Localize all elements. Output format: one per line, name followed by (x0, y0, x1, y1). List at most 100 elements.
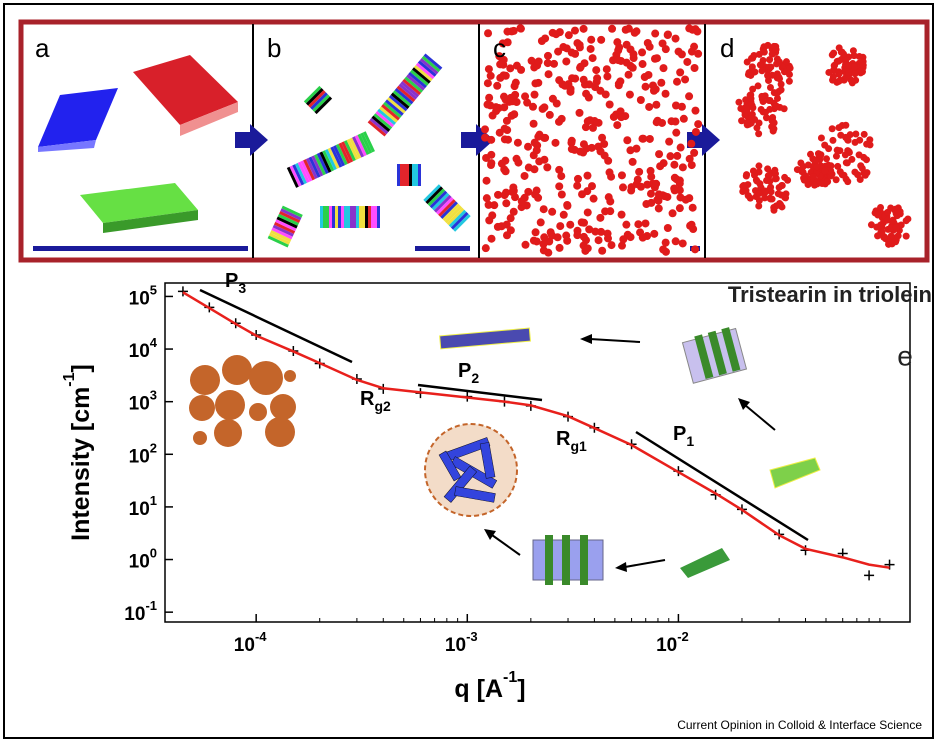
particle (884, 209, 891, 216)
tick-base: 10 (234, 635, 255, 656)
particle (766, 106, 773, 113)
chart-title: Tristearin in triolein (728, 282, 932, 307)
particle (608, 25, 616, 33)
particle (885, 238, 892, 245)
particle (755, 203, 762, 210)
particle (545, 70, 553, 78)
particle (659, 39, 667, 47)
particle (678, 50, 686, 58)
particle (559, 43, 567, 51)
particle (635, 168, 643, 176)
particle (617, 113, 625, 121)
particle (786, 71, 793, 78)
particle (655, 190, 663, 198)
particle (551, 139, 559, 147)
particle (629, 50, 637, 58)
particle (528, 57, 536, 65)
particle (897, 208, 904, 215)
particle (862, 172, 869, 179)
particle (636, 228, 644, 236)
particle (651, 30, 659, 38)
particle (770, 125, 777, 132)
particle (540, 205, 548, 213)
scale-bar (33, 246, 248, 251)
stripe (368, 206, 371, 228)
particle (602, 90, 610, 98)
particle (481, 125, 489, 133)
particle (837, 77, 844, 84)
particle (845, 62, 852, 69)
stripe (347, 206, 350, 228)
particle (517, 66, 525, 74)
particle (679, 239, 687, 247)
particle (767, 84, 774, 91)
tick-base: 10 (129, 446, 150, 467)
particle (642, 83, 650, 91)
y-axis-label: Intensity [cm-1] (61, 364, 94, 541)
particle (783, 58, 790, 65)
particle (514, 159, 522, 167)
particle (483, 194, 491, 202)
particle (676, 204, 684, 212)
particle (672, 237, 680, 245)
particle (627, 187, 635, 195)
particle (686, 222, 694, 230)
particle (562, 232, 570, 240)
particle (761, 187, 768, 194)
particle (487, 136, 495, 144)
stripe (397, 164, 400, 186)
particle (619, 235, 627, 243)
tick-exp: 4 (150, 335, 158, 350)
particle (852, 139, 859, 146)
particle (764, 42, 771, 49)
particle (844, 136, 851, 143)
particle (755, 130, 762, 137)
particle (843, 159, 850, 166)
particle (482, 154, 490, 162)
particle (629, 64, 637, 72)
tick-exp: -3 (466, 629, 478, 644)
particle (647, 199, 655, 207)
particle (677, 144, 685, 152)
particle (691, 245, 699, 253)
particle (772, 175, 779, 182)
particle (770, 207, 777, 214)
particle (574, 175, 582, 183)
particle (582, 90, 590, 98)
stripe (371, 206, 374, 228)
annotation-sub: 1 (686, 433, 694, 449)
particle (652, 101, 660, 109)
tick-base: 10 (129, 341, 150, 362)
panel-label: b (267, 33, 281, 63)
particle (485, 65, 493, 73)
stripe (350, 206, 353, 228)
particle (562, 57, 570, 65)
particle (679, 163, 687, 171)
particle (583, 187, 591, 195)
particle (634, 220, 642, 228)
particle (652, 180, 660, 188)
particle (521, 172, 529, 180)
particle (669, 209, 677, 217)
particle (655, 204, 663, 212)
particle (671, 174, 679, 182)
tick-base: 10 (129, 552, 150, 573)
particle (511, 193, 519, 201)
particle (496, 129, 504, 137)
particle (503, 221, 511, 229)
particle (766, 63, 773, 70)
particle (490, 201, 498, 209)
particle (777, 201, 784, 208)
particle (763, 177, 770, 184)
particle (535, 157, 543, 165)
particle (502, 96, 510, 104)
particle (604, 157, 612, 165)
particle (525, 164, 533, 172)
particle (629, 158, 637, 166)
particle (626, 146, 634, 154)
particle (568, 145, 576, 153)
particle (544, 59, 552, 67)
particle (639, 60, 647, 68)
particle (776, 75, 783, 82)
particle (589, 124, 597, 132)
